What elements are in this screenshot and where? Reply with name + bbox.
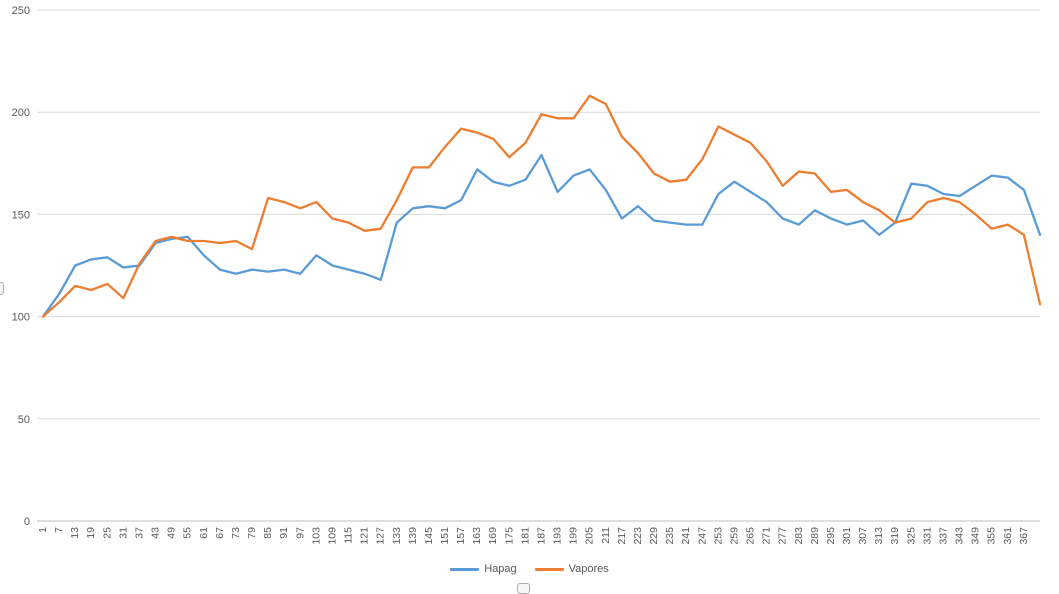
series-line-vapores[interactable] (41, 94, 1042, 318)
x-axis-tick-label: 355 (986, 527, 998, 545)
x-axis-tick-label: 361 (1002, 527, 1014, 545)
x-axis-tick-label: 343 (954, 527, 966, 545)
x-axis-tick-label: 337 (938, 527, 950, 545)
legend-label-vapores: Vapores (568, 562, 609, 575)
x-axis-tick-label: 199 (568, 527, 580, 545)
x-axis-tick-label: 19 (85, 527, 97, 539)
x-axis-tick-label: 163 (471, 527, 483, 545)
x-axis-tick-label: 187 (536, 527, 548, 545)
x-axis-tick-label: 61 (198, 527, 210, 539)
x-axis-tick-label: 37 (134, 527, 146, 539)
x-axis-tick-label: 313 (873, 527, 885, 545)
x-axis-tick-label: 307 (857, 527, 869, 545)
x-axis-tick-label: 133 (391, 527, 403, 545)
y-axis-tick-label: 100 (12, 312, 30, 324)
x-axis-tick-label: 277 (777, 527, 789, 545)
x-axis-tick-label: 157 (455, 527, 467, 545)
y-axis-tick-label: 200 (12, 107, 30, 119)
x-axis-tick-label: 247 (696, 527, 708, 545)
x-axis-tick-label: 1 (37, 527, 49, 533)
x-axis-tick-label: 241 (680, 527, 692, 545)
x-axis-tick-label: 229 (648, 527, 660, 545)
x-axis-tick-label: 145 (423, 527, 435, 545)
x-axis-tick-label: 127 (375, 527, 387, 545)
x-axis-tick-label: 253 (712, 527, 724, 545)
x-axis-tick-label: 301 (841, 527, 853, 545)
x-axis-tick-label: 139 (407, 527, 419, 545)
x-axis-tick-label: 193 (552, 527, 564, 545)
x-axis-tick-label: 73 (230, 527, 242, 539)
x-axis-tick-label: 13 (69, 527, 81, 539)
x-axis-tick-label: 25 (101, 527, 113, 539)
x-axis-tick-label: 319 (889, 527, 901, 545)
x-axis-tick-label: 181 (519, 527, 531, 545)
chart-legend: Hapag Vapores (0, 560, 1059, 578)
legend-item-vapores[interactable]: Vapores (534, 562, 609, 575)
legend-item-hapag[interactable]: Hapag (450, 562, 517, 575)
x-axis-tick-label: 151 (439, 527, 451, 545)
hapag-line-swatch-icon (450, 567, 480, 571)
x-axis-tick-label: 79 (246, 527, 258, 539)
x-axis-tick-label: 97 (294, 527, 306, 539)
chart-resize-handle-left[interactable] (0, 282, 4, 295)
series-line-hapag[interactable] (41, 153, 1042, 318)
chart-resize-handle-bottom[interactable] (517, 583, 530, 594)
x-axis-tick-label: 223 (632, 527, 644, 545)
x-axis-tick-label: 283 (793, 527, 805, 545)
x-axis-tick-label: 91 (278, 527, 290, 539)
x-axis-tick-label: 109 (326, 527, 338, 545)
y-axis-tick-label: 250 (12, 5, 30, 17)
x-axis-tick-label: 103 (310, 527, 322, 545)
x-axis-tick-label: 211 (600, 527, 612, 544)
x-axis-tick-label: 259 (728, 527, 740, 545)
x-axis-tick-label: 49 (166, 527, 178, 539)
x-axis-tick-label: 349 (970, 527, 982, 545)
x-axis-tick-label: 175 (503, 527, 515, 545)
x-axis-tick-label: 205 (584, 527, 596, 545)
y-axis-tick-label: 50 (18, 414, 30, 426)
x-axis-tick-label: 217 (616, 527, 628, 545)
y-axis-tick-label: 150 (12, 209, 30, 221)
x-axis-tick-label: 295 (825, 527, 837, 545)
x-axis-tick-label: 121 (359, 527, 371, 545)
x-axis-tick-label: 115 (343, 527, 355, 544)
legend-label-hapag: Hapag (484, 562, 517, 575)
y-axis-tick-label: 0 (24, 516, 30, 528)
vapores-line-swatch-icon (534, 567, 564, 571)
x-axis-tick-label: 235 (664, 527, 676, 545)
x-axis-tick-label: 265 (745, 527, 757, 545)
x-axis-tick-label: 43 (150, 527, 162, 539)
x-axis-tick-label: 271 (761, 527, 773, 545)
x-axis-tick-label: 331 (921, 527, 933, 545)
x-axis-tick-label: 31 (117, 527, 129, 539)
x-axis-tick-label: 55 (182, 527, 194, 539)
x-axis-tick-label: 367 (1018, 527, 1030, 545)
x-axis-tick-label: 325 (905, 527, 917, 545)
x-axis-tick-label: 169 (487, 527, 499, 545)
x-axis-tick-label: 7 (53, 527, 65, 533)
x-axis-tick-label: 67 (214, 527, 226, 539)
x-axis-tick-label: 85 (262, 527, 274, 539)
x-axis-tick-label: 289 (809, 527, 821, 545)
